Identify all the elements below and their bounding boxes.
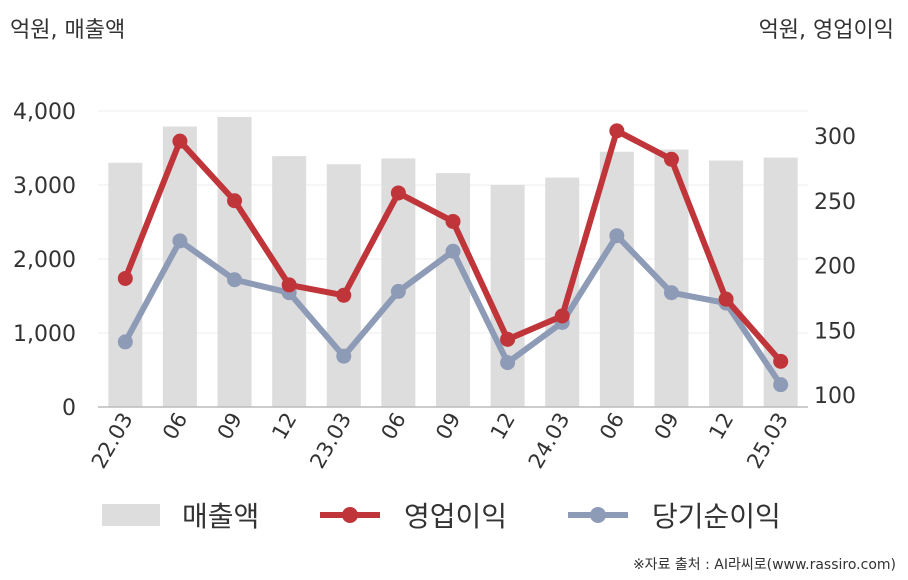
net-income-point [172,233,188,249]
x-tick-label: 24.03 [524,409,575,473]
x-tick-label: 22.03 [87,409,138,473]
net-income-point [117,334,133,350]
operating-profit-point [172,133,188,149]
left-tick-label: 4,000 [13,100,76,125]
legend-label-revenue: 매출액 [182,500,260,533]
operating-profit-point [336,287,352,303]
operating-profit-point [500,331,516,347]
net-income-point [663,285,679,301]
x-tick-label: 09 [431,409,465,444]
net-income-point [227,272,243,288]
right-axis-ticks: 100 150 200 250 300 [814,125,856,409]
legend-swatch-net-income [568,507,628,523]
x-tick-label: 09 [213,409,247,444]
legend-item-revenue: 매출액 [102,492,259,538]
x-axis-ticks: 22.03 06 09 12 23.03 06 09 12 24.03 06 09 12 25.03 [87,409,793,473]
revenue-bar [436,173,470,407]
legend-item-net-income: 당기순이익 [566,492,781,538]
net-income-point [773,377,789,393]
right-tick-label: 200 [814,255,856,280]
legend-item-operating-profit: 영업이익 [318,492,507,538]
operating-profit-point [554,308,570,324]
operating-profit-point [773,353,789,369]
right-tick-label: 250 [814,190,856,215]
operating-profit-point [609,123,625,139]
operating-profit-point [718,291,734,307]
operating-profit-point [445,213,461,229]
x-tick-label: 12 [486,409,520,444]
revenue-bar [490,185,525,407]
legend-swatch-operating-profit [320,507,380,523]
left-axis-unit: 억원, 매출액 [10,18,126,43]
right-tick-label: 300 [814,125,856,150]
net-income-point [445,243,461,259]
revenue-bar [599,151,634,407]
legend-label-operating-profit: 영업이익 [404,500,508,533]
x-tick-label: 12 [704,409,738,444]
revenue-bar [326,164,361,407]
legend: 매출액 영업이익 당기순이익 [0,492,908,538]
combo-chart: 0 1,000 2,000 3,000 4,000 100 150 200 250 300 22… [13,100,856,473]
x-tick-label: 12 [267,409,301,444]
x-tick-label: 06 [158,409,192,444]
operating-profit-point [117,270,133,286]
legend-label-net-income: 당기순이익 [652,500,781,533]
operating-profit-point [663,151,679,167]
left-tick-label: 3,000 [13,174,76,199]
x-tick-label: 06 [595,409,629,444]
x-tick-label: 06 [377,409,411,444]
right-axis-unit: 억원, 영업이익 [758,18,894,43]
revenue-bar [217,116,252,408]
legend-swatch-revenue [102,504,160,526]
left-axis-ticks: 0 1,000 2,000 3,000 4,000 [13,100,76,421]
revenue-bar [545,177,580,407]
x-tick-label: 09 [650,409,684,444]
net-income-point [336,348,352,364]
operating-profit-point [390,185,406,201]
right-tick-label: 150 [814,319,856,344]
left-tick-label: 0 [62,396,76,421]
x-tick-label: 23.03 [305,409,356,473]
net-income-point [500,355,516,371]
left-tick-label: 1,000 [13,322,76,347]
operating-profit-point [227,193,243,209]
net-income-point [390,283,406,299]
source-note: ※자료 출처 : AI라씨로(www.rassiro.com) [632,557,896,573]
left-tick-label: 2,000 [13,248,76,273]
x-tick-label: 25.03 [742,409,793,473]
line-series [117,123,789,393]
revenue-bar [709,160,744,407]
net-income-point [609,228,625,244]
right-tick-label: 100 [814,384,856,409]
operating-profit-point [281,277,297,293]
